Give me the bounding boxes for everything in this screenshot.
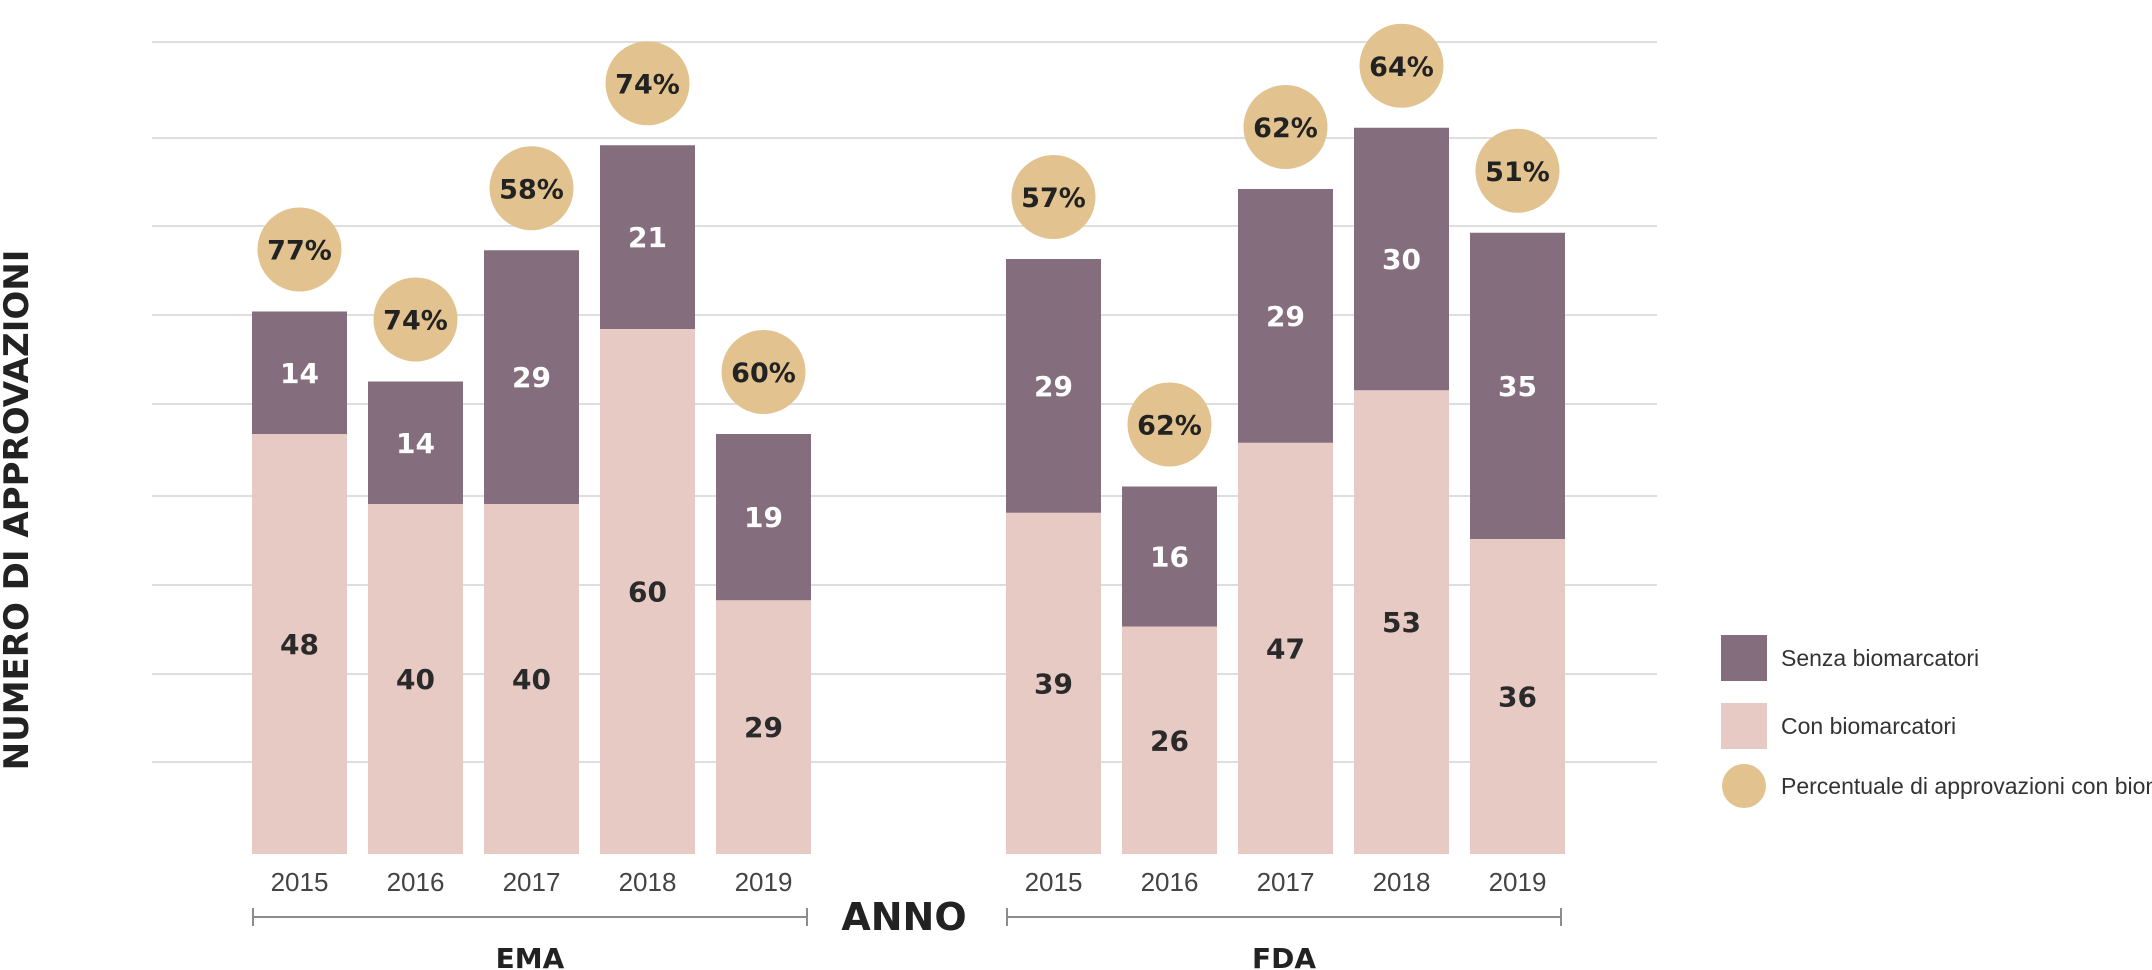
bar-con-biomarcatori xyxy=(600,329,695,854)
percent-label: 51% xyxy=(1485,157,1550,188)
year-tick-label: 2017 xyxy=(1257,867,1315,897)
bar-con-biomarcatori xyxy=(1006,512,1101,854)
bar-senza-biomarcatori xyxy=(252,311,347,434)
bar-senza-biomarcatori xyxy=(484,250,579,504)
year-tick-label: 2015 xyxy=(271,867,329,897)
value-label-senza: 30 xyxy=(1382,243,1421,276)
bar-senza-biomarcatori xyxy=(600,145,695,329)
bar-con-biomarcatori xyxy=(1470,539,1565,854)
bar-senza-biomarcatori xyxy=(1470,232,1565,539)
percent-circle xyxy=(373,277,458,362)
value-label-con: 47 xyxy=(1266,632,1305,665)
bar-con-biomarcatori xyxy=(716,600,811,854)
value-label-con: 40 xyxy=(396,663,435,696)
year-tick-label: 2015 xyxy=(1025,867,1083,897)
value-label-con: 36 xyxy=(1498,681,1537,714)
percent-label: 74% xyxy=(615,69,680,100)
bar-con-biomarcatori xyxy=(1354,390,1449,854)
year-tick-label: 2018 xyxy=(619,867,677,897)
percent-circle xyxy=(1127,382,1212,467)
year-tick-label: 2017 xyxy=(503,867,561,897)
value-label-con: 60 xyxy=(628,576,667,609)
legend-label: Senza biomarcatori xyxy=(1781,645,1979,671)
percent-circle xyxy=(1243,85,1328,169)
group-label: EMA xyxy=(496,942,565,970)
year-tick-label: 2016 xyxy=(1141,867,1199,897)
percent-label: 57% xyxy=(1021,183,1086,214)
legend: Senza biomarcatori Con biomarcatori Percen… xyxy=(1721,635,2152,808)
group-label: FDA xyxy=(1252,942,1316,970)
percent-label: 64% xyxy=(1369,52,1434,83)
percent-circle xyxy=(605,41,690,126)
bar-senza-biomarcatori xyxy=(716,434,811,601)
value-label-senza: 29 xyxy=(1266,300,1305,333)
percent-label: 62% xyxy=(1137,411,1202,442)
bar-senza-biomarcatori xyxy=(368,381,463,504)
bar-senza-biomarcatori xyxy=(1238,189,1333,443)
percent-circle xyxy=(1011,155,1096,239)
value-label-senza: 19 xyxy=(744,501,783,534)
percent-label: 60% xyxy=(731,358,796,389)
percent-circle xyxy=(721,330,806,414)
bar-con-biomarcatori xyxy=(252,434,347,854)
legend-swatch xyxy=(1721,703,1767,749)
value-label-senza: 16 xyxy=(1150,541,1189,574)
value-label-con: 53 xyxy=(1382,606,1421,639)
value-label-senza: 14 xyxy=(396,427,435,460)
value-label-con: 29 xyxy=(744,711,783,744)
percent-label: 58% xyxy=(499,174,564,205)
value-label-con: 48 xyxy=(280,628,319,661)
legend-label: Con biomarcatori xyxy=(1781,713,1956,739)
value-label-con: 39 xyxy=(1034,667,1073,700)
bar-con-biomarcatori xyxy=(1122,626,1217,854)
bar-senza-biomarcatori xyxy=(1122,486,1217,627)
percent-label: 74% xyxy=(383,306,448,337)
value-label-con: 26 xyxy=(1150,724,1189,757)
value-label-senza: 29 xyxy=(512,361,551,394)
percent-label: 77% xyxy=(267,236,332,267)
legend-swatch-circle xyxy=(1722,764,1766,808)
value-label-con: 40 xyxy=(512,663,551,696)
year-tick-label: 2018 xyxy=(1373,867,1431,897)
percent-label: 62% xyxy=(1253,113,1318,144)
legend-swatch xyxy=(1721,635,1767,681)
bar-senza-biomarcatori xyxy=(1354,127,1449,391)
bar-con-biomarcatori xyxy=(484,504,579,854)
bars: 48 14 77% 2015 40 14 74% 2016 40 29 58% 2017 60 21 74%… xyxy=(252,23,1565,970)
value-label-senza: 14 xyxy=(280,357,319,390)
y-axis-label: NUMERO DI APPROVAZIONI xyxy=(0,250,37,771)
year-tick-label: 2019 xyxy=(735,867,793,897)
value-label-senza: 21 xyxy=(628,221,667,254)
axes: NUMERO DI APPROVAZIONI ANNO xyxy=(0,250,967,939)
x-axis-label: ANNO xyxy=(841,895,966,939)
year-tick-label: 2019 xyxy=(1489,867,1547,897)
percent-circle xyxy=(1359,23,1444,108)
percent-circle xyxy=(489,146,574,231)
bar-senza-biomarcatori xyxy=(1006,259,1101,513)
bar-con-biomarcatori xyxy=(368,504,463,854)
year-tick-label: 2016 xyxy=(387,867,445,897)
percent-circle xyxy=(257,207,342,292)
legend-label: Percentuale di approvazioni con biomarca… xyxy=(1781,773,2152,799)
bar-con-biomarcatori xyxy=(1238,442,1333,854)
percent-circle xyxy=(1475,128,1560,213)
value-label-senza: 29 xyxy=(1034,370,1073,403)
value-label-senza: 35 xyxy=(1498,370,1537,403)
